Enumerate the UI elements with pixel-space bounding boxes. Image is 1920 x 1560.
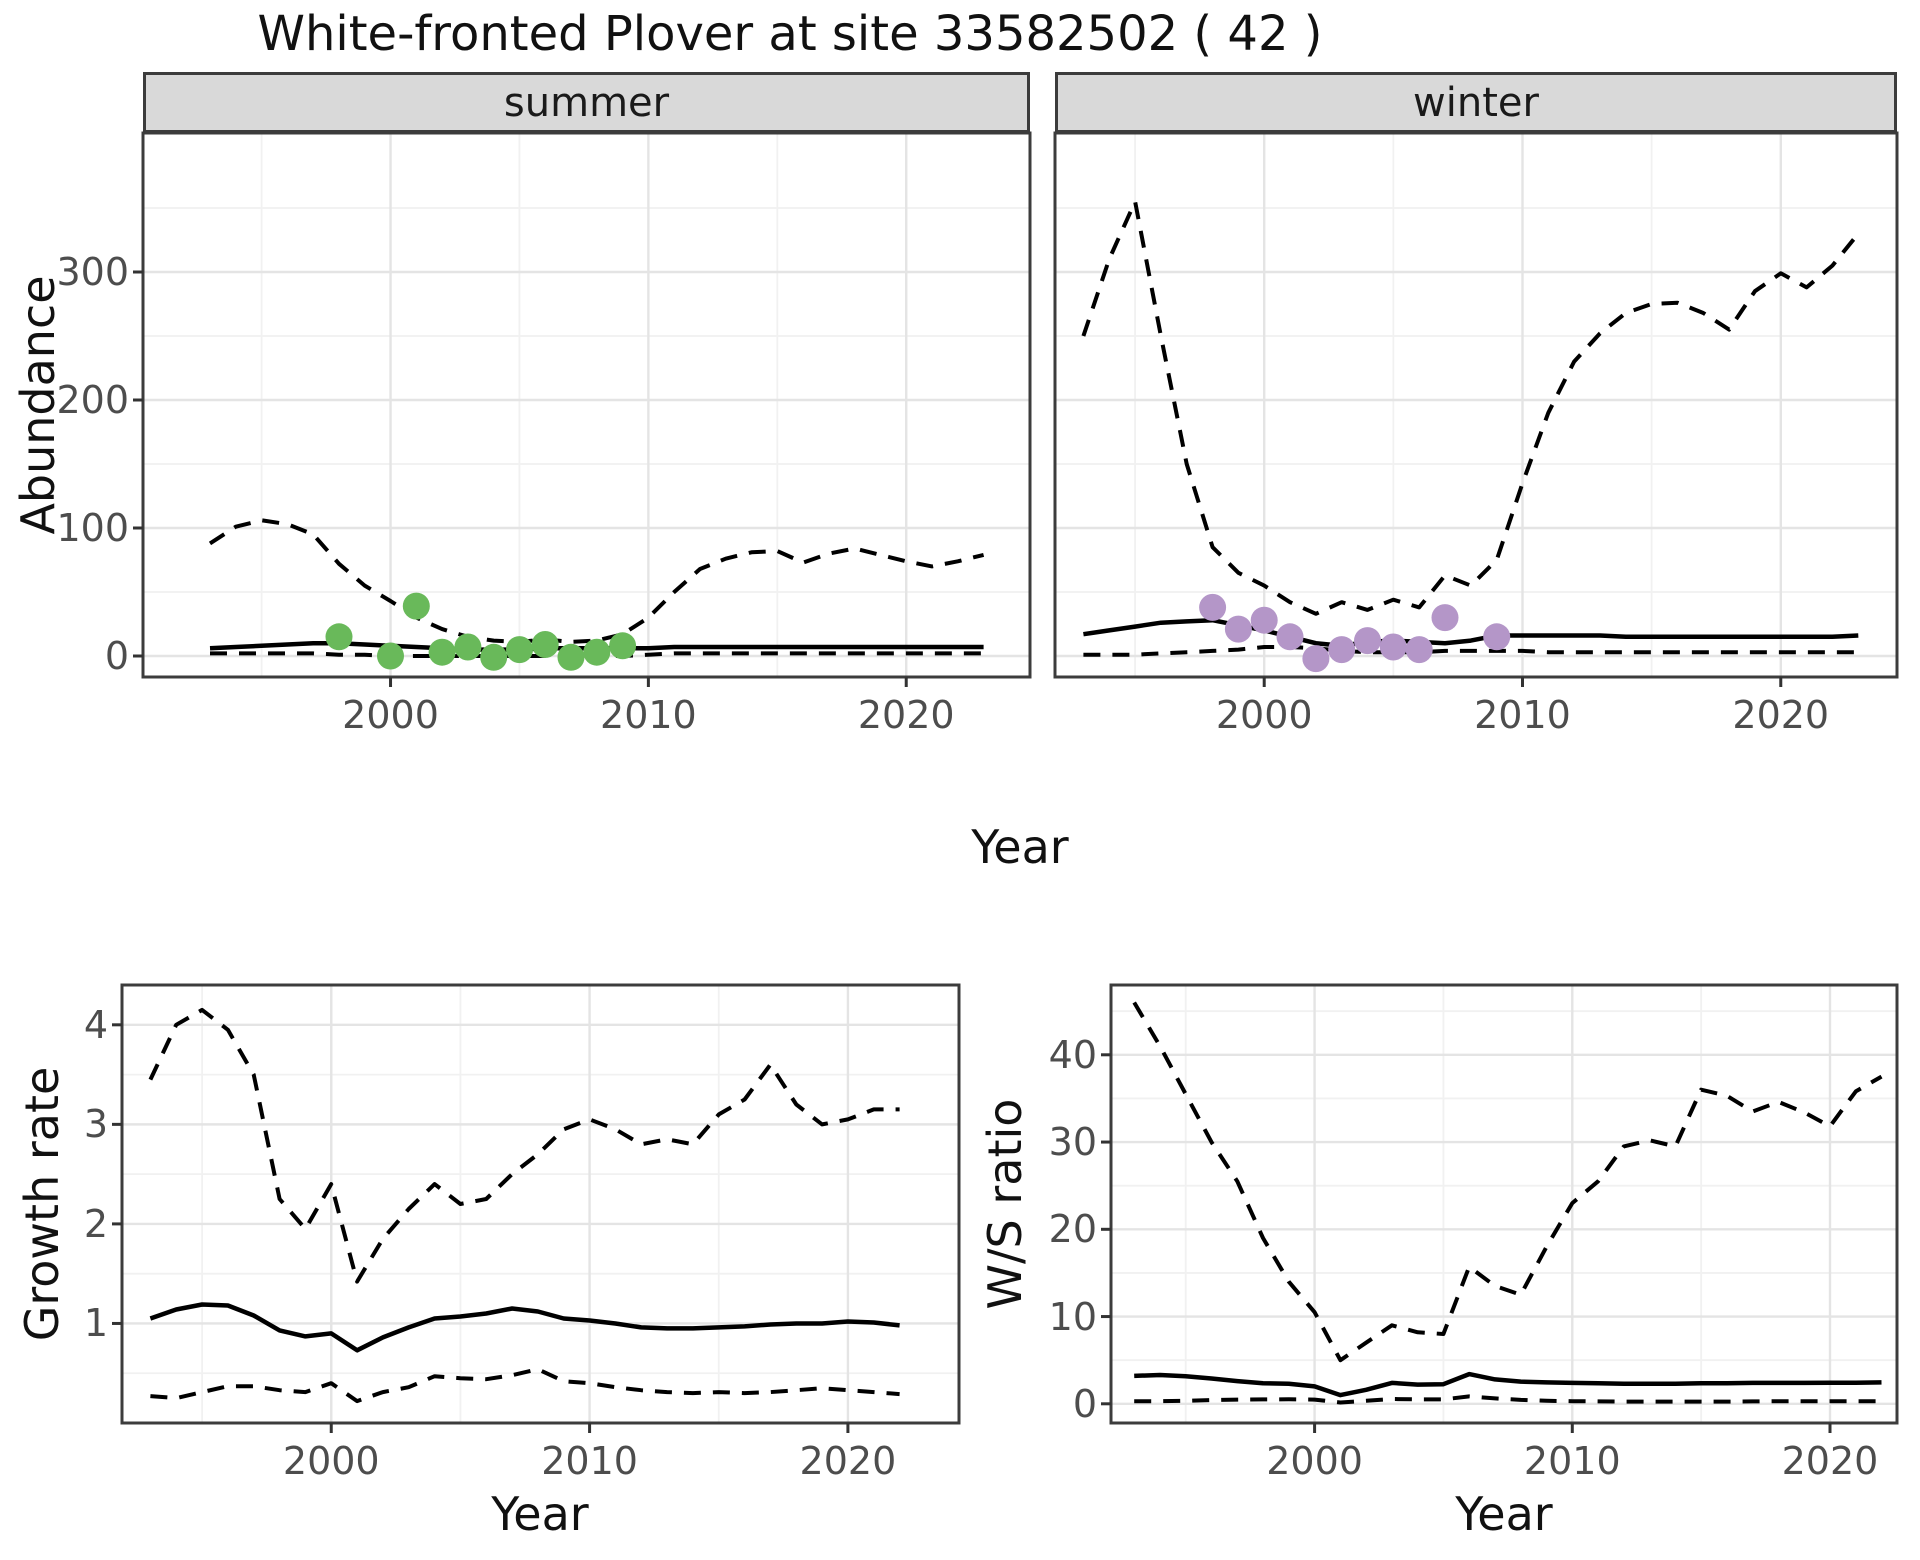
upper_95ci-line-abundance_summer — [208, 518, 985, 644]
observation-point — [1328, 636, 1356, 664]
x-tick-label-ws_ratio: 2010 — [1523, 1439, 1621, 1483]
x-tick-label-growth_rate: 2010 — [541, 1439, 638, 1483]
observation-point — [1224, 615, 1252, 643]
panel-border-abundance_winter — [1053, 131, 1899, 679]
x-tick-label-ws_ratio: 2020 — [1781, 1439, 1879, 1483]
gridlines-growth_rate — [122, 985, 959, 1423]
panel-border-growth_rate — [120, 983, 961, 1425]
lower_95ci-line-growth_rate — [150, 1367, 900, 1404]
observation-point — [506, 636, 533, 664]
tick-marks-growth_rate — [112, 1023, 850, 1433]
x-tick-label-abundance_winter: 2020 — [1732, 693, 1830, 737]
tick-marks-abundance_summer — [133, 270, 908, 687]
median-line-ws_ratio — [1134, 1371, 1882, 1398]
observation-point — [402, 592, 430, 620]
x-tick-label-abundance_summer: 2020 — [857, 693, 955, 737]
panel-abundance_winter — [1053, 131, 1899, 687]
facet-strip-summer: summer — [143, 72, 1030, 133]
upper_95ci-line-growth_rate — [148, 1007, 900, 1284]
observation-point — [377, 642, 404, 670]
observation-point — [1250, 606, 1278, 634]
x-tick-label-growth_rate: 2000 — [282, 1439, 380, 1483]
observation-point — [325, 623, 353, 651]
gridlines-abundance_winter — [1055, 133, 1897, 677]
observation-point — [1379, 633, 1407, 661]
observation-point — [1431, 604, 1459, 632]
y-tick-label-growth_rate: 4 — [83, 1002, 108, 1047]
panel-growth_rate — [112, 983, 961, 1433]
gridlines-ws_ratio — [1111, 985, 1897, 1423]
facet-strip-summer-label: summer — [503, 79, 670, 126]
observation-point — [1483, 623, 1511, 651]
observation-point — [480, 643, 508, 671]
lower_95ci-line-abundance_winter — [1083, 645, 1859, 657]
y-tick-label-ws_ratio: 40 — [1048, 1032, 1097, 1077]
plot-title: White-fronted Plover at site 33582502 ( … — [257, 6, 1323, 62]
observation-point — [531, 631, 559, 658]
lower_95ci-line-ws_ratio — [1134, 1394, 1882, 1405]
facet-strip-winter: winter — [1055, 72, 1897, 133]
y-tick-label-abundance_summer: 100 — [56, 506, 129, 550]
gridlines-abundance_summer — [143, 133, 1030, 677]
observation-point — [454, 633, 482, 661]
y-tick-label-abundance_summer: 300 — [56, 250, 129, 294]
panel-ws_ratio — [1101, 983, 1899, 1433]
x-tick-label-abundance_summer: 2000 — [342, 693, 439, 737]
upper_95ci-line-ws_ratio — [1132, 1001, 1883, 1363]
y-tick-label-abundance_summer: 0 — [104, 634, 129, 678]
observation-point — [583, 638, 611, 666]
observed_counts_summer — [325, 592, 637, 671]
panel-abundance_summer — [133, 131, 1032, 687]
y-tick-label-ws_ratio: 30 — [1048, 1120, 1097, 1165]
median-line-growth_rate — [149, 1302, 900, 1353]
panel-border-ws_ratio — [1109, 983, 1899, 1425]
x-axis-title-growth-rate: Year — [491, 1487, 589, 1541]
tick-marks-abundance_winter — [1262, 677, 1783, 687]
tick-marks-ws_ratio — [1101, 1053, 1832, 1433]
y-tick-label-ws_ratio: 0 — [1072, 1381, 1097, 1426]
y-tick-label-growth_rate: 3 — [83, 1102, 108, 1147]
y-tick-label-ws_ratio: 20 — [1048, 1207, 1097, 1252]
observation-point — [1302, 645, 1330, 673]
y-tick-label-growth_rate: 2 — [83, 1201, 108, 1246]
x-tick-label-abundance_summer: 2010 — [600, 693, 697, 737]
observation-point — [1405, 636, 1433, 664]
observed_counts_winter — [1199, 593, 1511, 673]
x-axis-title-top: Year — [971, 820, 1069, 874]
observation-point — [557, 643, 585, 671]
x-tick-label-abundance_winter: 2000 — [1215, 693, 1313, 737]
y-tick-label-ws_ratio: 10 — [1048, 1294, 1097, 1339]
panel-border-abundance_summer — [141, 131, 1032, 679]
observation-point — [1199, 593, 1227, 621]
y-tick-label-abundance_summer: 200 — [56, 378, 129, 422]
x-tick-label-growth_rate: 2020 — [799, 1439, 897, 1483]
facet-strip-winter-label: winter — [1413, 79, 1539, 126]
x-tick-label-ws_ratio: 2000 — [1266, 1439, 1363, 1483]
observation-point — [428, 638, 456, 666]
observation-point — [609, 632, 637, 660]
upper_95ci-line-abundance_winter — [1081, 199, 1860, 616]
y-tick-label-growth_rate: 1 — [83, 1301, 108, 1346]
x-axis-title-ws-ratio: Year — [1455, 1487, 1553, 1541]
observation-point — [1276, 623, 1304, 651]
observation-point — [1354, 627, 1381, 655]
x-tick-label-abundance_winter: 2010 — [1474, 693, 1571, 737]
